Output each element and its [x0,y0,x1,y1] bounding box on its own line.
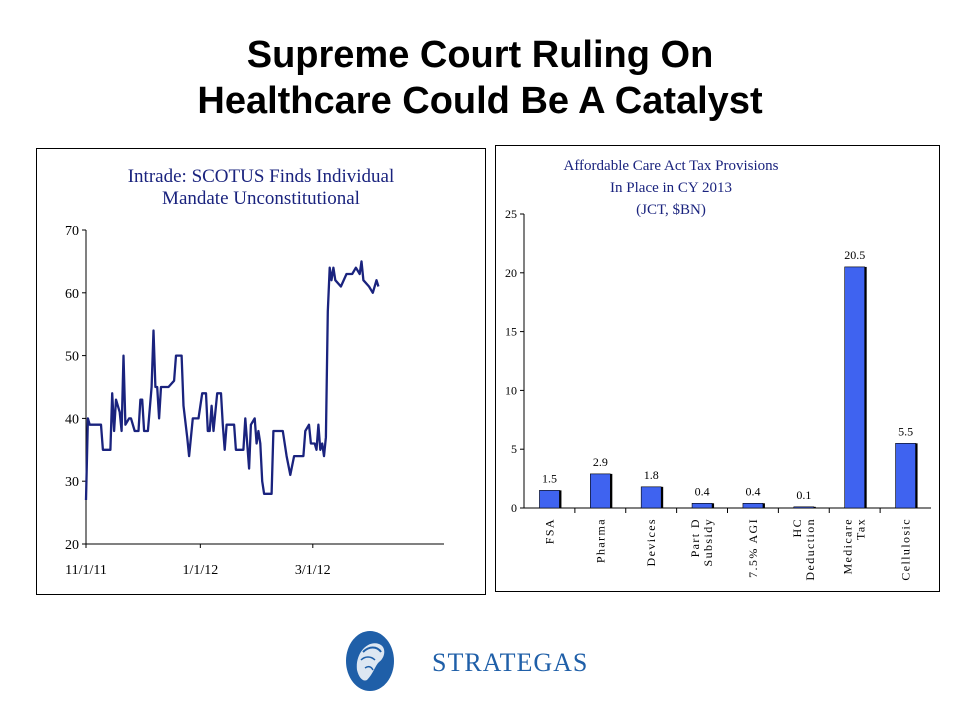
bar [793,506,815,509]
bar [844,266,865,509]
intrade-line-chart: Intrade: SCOTUS Finds IndividualMandate … [65,166,444,578]
y-tick-label: 25 [505,207,517,221]
category-label: Tax [854,518,868,540]
x-tick-label: 11/1/11 [65,563,107,578]
bar-value-label: 0.4 [745,484,760,498]
y-tick-label: 50 [65,350,79,365]
x-tick-label: 3/1/12 [295,563,331,578]
bar [539,490,560,509]
aca-tax-bar-chart: Affordable Care Act Tax Provisions In Pla… [505,158,931,581]
y-tick-label: 20 [65,538,79,553]
y-tick-label: 15 [505,325,517,339]
y-tick-label: 30 [65,475,79,490]
y-tick-label: 70 [65,224,79,239]
bar [742,502,764,509]
bar [640,486,662,509]
category-label: HC [790,518,804,537]
bar-value-label: 0.1 [796,488,811,502]
bar [590,473,611,509]
bar [895,443,916,509]
athena-helmet-icon [346,631,394,691]
bar-value-label: 0.4 [695,484,710,498]
bar-value-label: 1.8 [644,468,659,482]
slide-title: Supreme Court Ruling On Healthcare Could… [0,32,960,124]
intrade-chart-panel: Intrade: SCOTUS Finds Individual Mandate … [36,148,486,595]
y-tick-label: 10 [505,383,517,397]
y-tick-label: 0 [511,501,517,515]
slide-title-line-1: Supreme Court Ruling On [246,34,714,76]
bar-value-label: 1.5 [542,471,557,485]
y-tick-label: 40 [65,412,79,427]
bar-value-label: 5.5 [898,424,913,438]
strategas-logo: STRATEGAS [345,630,595,694]
category-label: Devices [644,518,658,566]
category-label: Cellulosic [899,518,913,581]
y-tick-label: 60 [65,287,79,302]
strategas-wordmark: STRATEGAS [432,648,588,677]
chart-title-line: Affordable Care Act Tax Provisions [563,158,778,174]
aca-tax-chart-panel: Affordable Care Act Tax Provisions In Pla… [495,145,940,592]
series-line [84,260,380,501]
bar-value-label: 2.9 [593,455,608,469]
y-tick-label: 20 [505,266,517,280]
bar [691,502,713,509]
category-label: Deduction [803,518,817,581]
category-label: Subsidy [701,518,715,566]
slide-title-line-2: Healthcare Could Be A Catalyst [197,80,763,122]
category-label: Part D [688,518,702,557]
chart-title-line: (JCT, $BN) [636,202,706,218]
category-label: Pharma [593,518,607,563]
chart-title-line: In Place in CY 2013 [610,180,732,196]
y-tick-label: 5 [511,442,517,456]
category-label: FSA [542,518,556,544]
bar-value-label: 20.5 [844,248,865,262]
category-label: 7.5% AGI [746,518,760,578]
x-tick-label: 1/1/12 [182,563,218,578]
category-label: Medicare [841,518,855,575]
chart-title-line: Mandate Unconstitutional [162,188,360,209]
chart-title-line: Intrade: SCOTUS Finds Individual [128,166,395,187]
